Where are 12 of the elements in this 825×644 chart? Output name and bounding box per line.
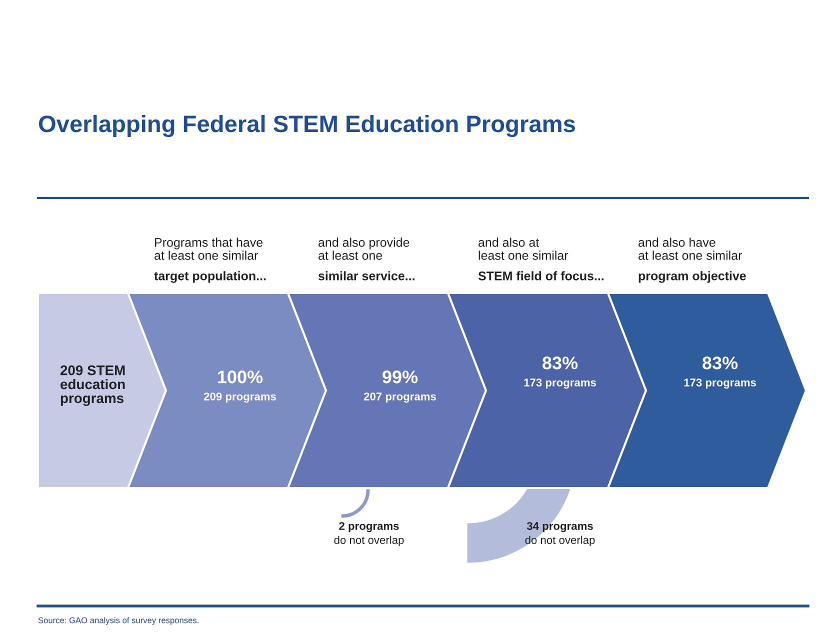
category-label: and also at least one similar STEM field of focus... [478, 238, 604, 280]
data-label: 100% 209 programs [204, 370, 276, 403]
category-label: and also provide at least one similar service... [318, 238, 414, 280]
text: Overlapping Federal STEM Education Programs [38, 114, 575, 138]
data-label: 83% 173 programs [524, 356, 596, 389]
text: 34 programs do not overlap [525, 522, 595, 546]
source-note: Source: GAO analysis of survey responses. [38, 617, 198, 625]
text: 2 programs do not overlap [334, 522, 404, 546]
category-label: Programs that have at least one similar target population... [154, 238, 266, 283]
category-label: and also have at least one similar program objective [638, 238, 746, 283]
data-label: 83% 173 programs [684, 356, 756, 389]
data-label: 99% 207 programs [364, 370, 436, 403]
